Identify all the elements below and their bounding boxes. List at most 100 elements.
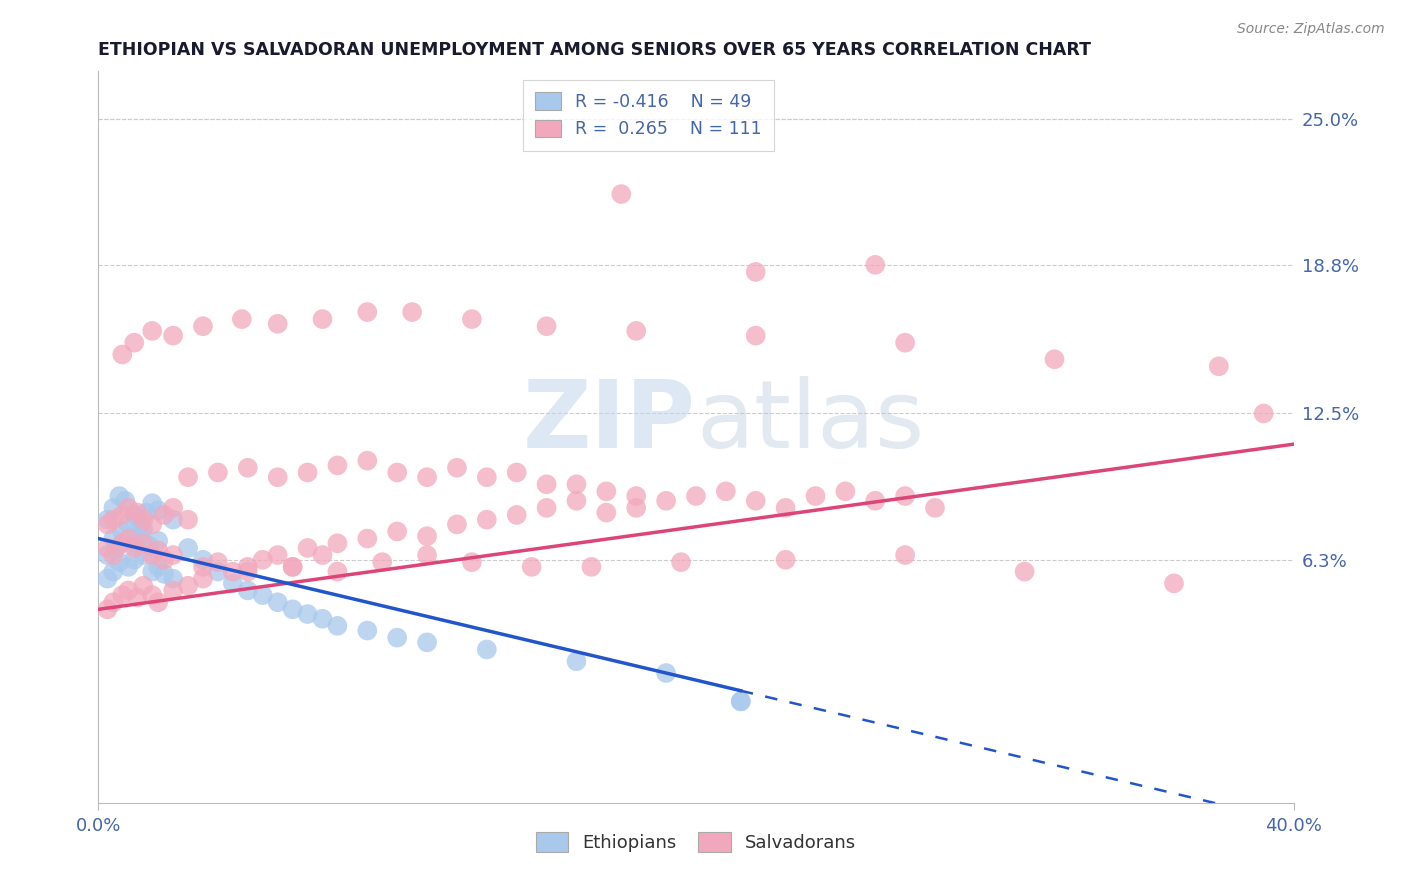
Point <box>356 453 378 467</box>
Point <box>236 583 259 598</box>
Point <box>129 517 152 532</box>
Point <box>105 541 128 555</box>
Point <box>132 536 155 550</box>
Point <box>148 595 170 609</box>
Point <box>222 576 245 591</box>
Point <box>148 503 170 517</box>
Point <box>236 565 259 579</box>
Point <box>141 324 163 338</box>
Point <box>297 607 319 621</box>
Point <box>326 458 349 473</box>
Point <box>153 508 176 522</box>
Point <box>96 541 118 555</box>
Point <box>96 513 118 527</box>
Point <box>281 602 304 616</box>
Point <box>865 493 887 508</box>
Point <box>177 470 200 484</box>
Point <box>177 579 200 593</box>
Point <box>108 555 131 569</box>
Point <box>745 493 768 508</box>
Point <box>148 533 170 548</box>
Point <box>669 555 692 569</box>
Point <box>1208 359 1230 374</box>
Point <box>297 466 319 480</box>
Point <box>326 619 349 633</box>
Point <box>191 553 214 567</box>
Point <box>117 517 139 532</box>
Point <box>191 572 214 586</box>
Point <box>124 553 146 567</box>
Point <box>103 565 125 579</box>
Point <box>356 305 378 319</box>
Point <box>103 595 125 609</box>
Point <box>127 506 149 520</box>
Point <box>222 565 245 579</box>
Point <box>311 612 333 626</box>
Point <box>162 548 184 562</box>
Point <box>446 517 468 532</box>
Point <box>267 548 290 562</box>
Point <box>177 541 200 555</box>
Point <box>610 187 633 202</box>
Point <box>207 466 229 480</box>
Point <box>834 484 856 499</box>
Point <box>626 489 648 503</box>
Point <box>252 553 274 567</box>
Point <box>536 500 558 515</box>
Point <box>565 477 588 491</box>
Point <box>111 508 134 522</box>
Point <box>129 529 152 543</box>
Point <box>111 588 134 602</box>
Point <box>111 347 134 361</box>
Text: atlas: atlas <box>696 376 924 468</box>
Point <box>356 624 378 638</box>
Point <box>108 489 131 503</box>
Point <box>581 559 603 574</box>
Point <box>1163 576 1185 591</box>
Point <box>162 572 184 586</box>
Point <box>132 522 155 536</box>
Text: ETHIOPIAN VS SALVADORAN UNEMPLOYMENT AMONG SENIORS OVER 65 YEARS CORRELATION CHA: ETHIOPIAN VS SALVADORAN UNEMPLOYMENT AMO… <box>98 41 1091 59</box>
Point <box>506 466 529 480</box>
Point <box>141 517 163 532</box>
Point <box>804 489 827 503</box>
Point <box>714 484 737 499</box>
Point <box>775 553 797 567</box>
Point <box>461 312 484 326</box>
Point <box>138 539 160 553</box>
Point <box>281 559 304 574</box>
Point <box>416 635 439 649</box>
Point <box>416 548 439 562</box>
Point <box>1014 565 1036 579</box>
Point <box>536 477 558 491</box>
Point <box>141 548 163 562</box>
Point <box>111 536 134 550</box>
Point <box>775 500 797 515</box>
Point <box>207 565 229 579</box>
Point <box>117 500 139 515</box>
Point <box>162 513 184 527</box>
Point <box>236 559 259 574</box>
Point <box>124 508 146 522</box>
Point <box>416 529 439 543</box>
Point <box>416 470 439 484</box>
Point <box>117 583 139 598</box>
Point <box>565 493 588 508</box>
Point <box>475 642 498 657</box>
Point <box>894 489 917 503</box>
Point <box>655 666 678 681</box>
Point <box>96 602 118 616</box>
Point <box>231 312 253 326</box>
Point <box>401 305 423 319</box>
Point <box>103 548 125 562</box>
Point <box>141 565 163 579</box>
Point <box>124 536 146 550</box>
Point <box>311 548 333 562</box>
Point <box>371 555 394 569</box>
Point <box>446 460 468 475</box>
Point <box>297 541 319 555</box>
Text: Source: ZipAtlas.com: Source: ZipAtlas.com <box>1237 22 1385 37</box>
Point <box>385 631 409 645</box>
Point <box>132 548 155 562</box>
Point <box>162 328 184 343</box>
